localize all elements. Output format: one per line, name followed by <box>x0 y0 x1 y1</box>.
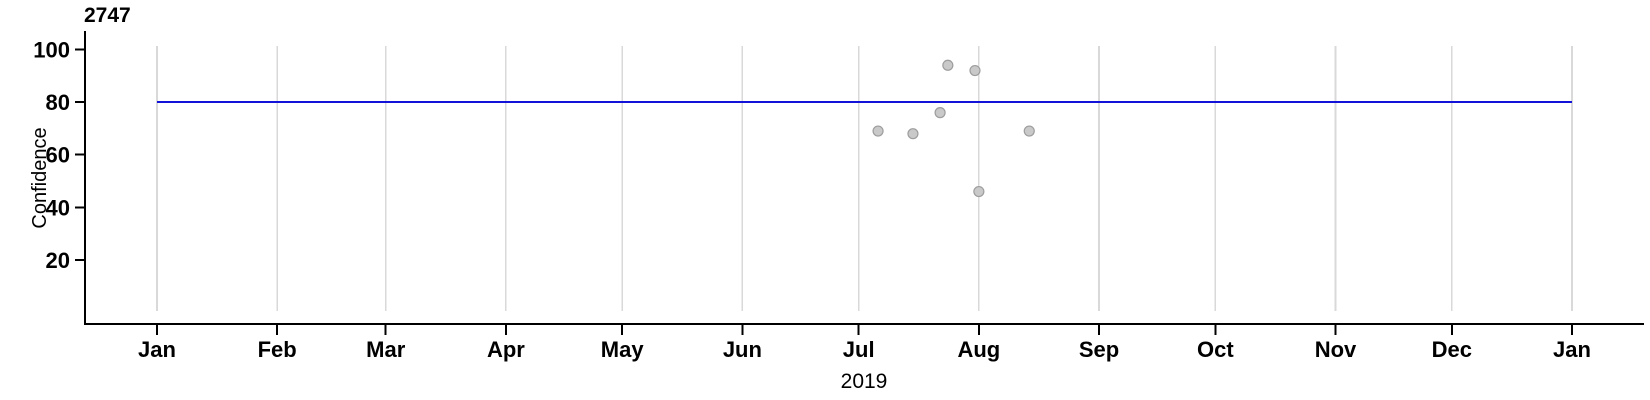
x-tick-label: Jul <box>843 337 875 362</box>
x-tick-label: Jan <box>1553 337 1591 362</box>
y-tick-label: 20 <box>46 248 70 273</box>
x-tick-label: Dec <box>1432 337 1472 362</box>
x-tick-label: Jan <box>138 337 176 362</box>
data-point[interactable] <box>934 107 946 119</box>
x-tick-label: May <box>601 337 645 362</box>
data-point-layer <box>872 59 1035 198</box>
x-tick-label: Feb <box>258 337 297 362</box>
x-tick-label: Aug <box>957 337 1000 362</box>
data-point[interactable] <box>973 185 985 198</box>
x-tick-label: Sep <box>1079 337 1119 362</box>
x-tick-label: Oct <box>1197 337 1234 362</box>
y-tick-label: 100 <box>33 38 70 63</box>
data-point[interactable] <box>1023 125 1035 137</box>
tick-layer: 20 40 60 80 100 Jan Feb Mar Apr May Jun Jul Aug Sep Oc… <box>33 38 1591 363</box>
x-tick-label: Apr <box>487 337 525 362</box>
x-axis-label: 2019 <box>841 370 888 393</box>
y-tick-label: 60 <box>46 143 70 168</box>
y-tick-label: 40 <box>46 195 70 220</box>
gridline-layer <box>156 46 1573 311</box>
x-tick-label: Mar <box>366 337 406 362</box>
x-tick-label: Nov <box>1315 337 1357 362</box>
x-tick-label: Jun <box>723 337 762 362</box>
chart-title: 2747 <box>84 4 131 27</box>
data-point[interactable] <box>907 128 919 140</box>
data-point[interactable] <box>872 125 884 137</box>
data-point[interactable] <box>969 64 981 77</box>
y-axis-label: Confidence <box>29 127 51 228</box>
data-point[interactable] <box>942 59 954 71</box>
y-tick-label: 80 <box>46 90 70 115</box>
axis-layer <box>84 31 1644 325</box>
